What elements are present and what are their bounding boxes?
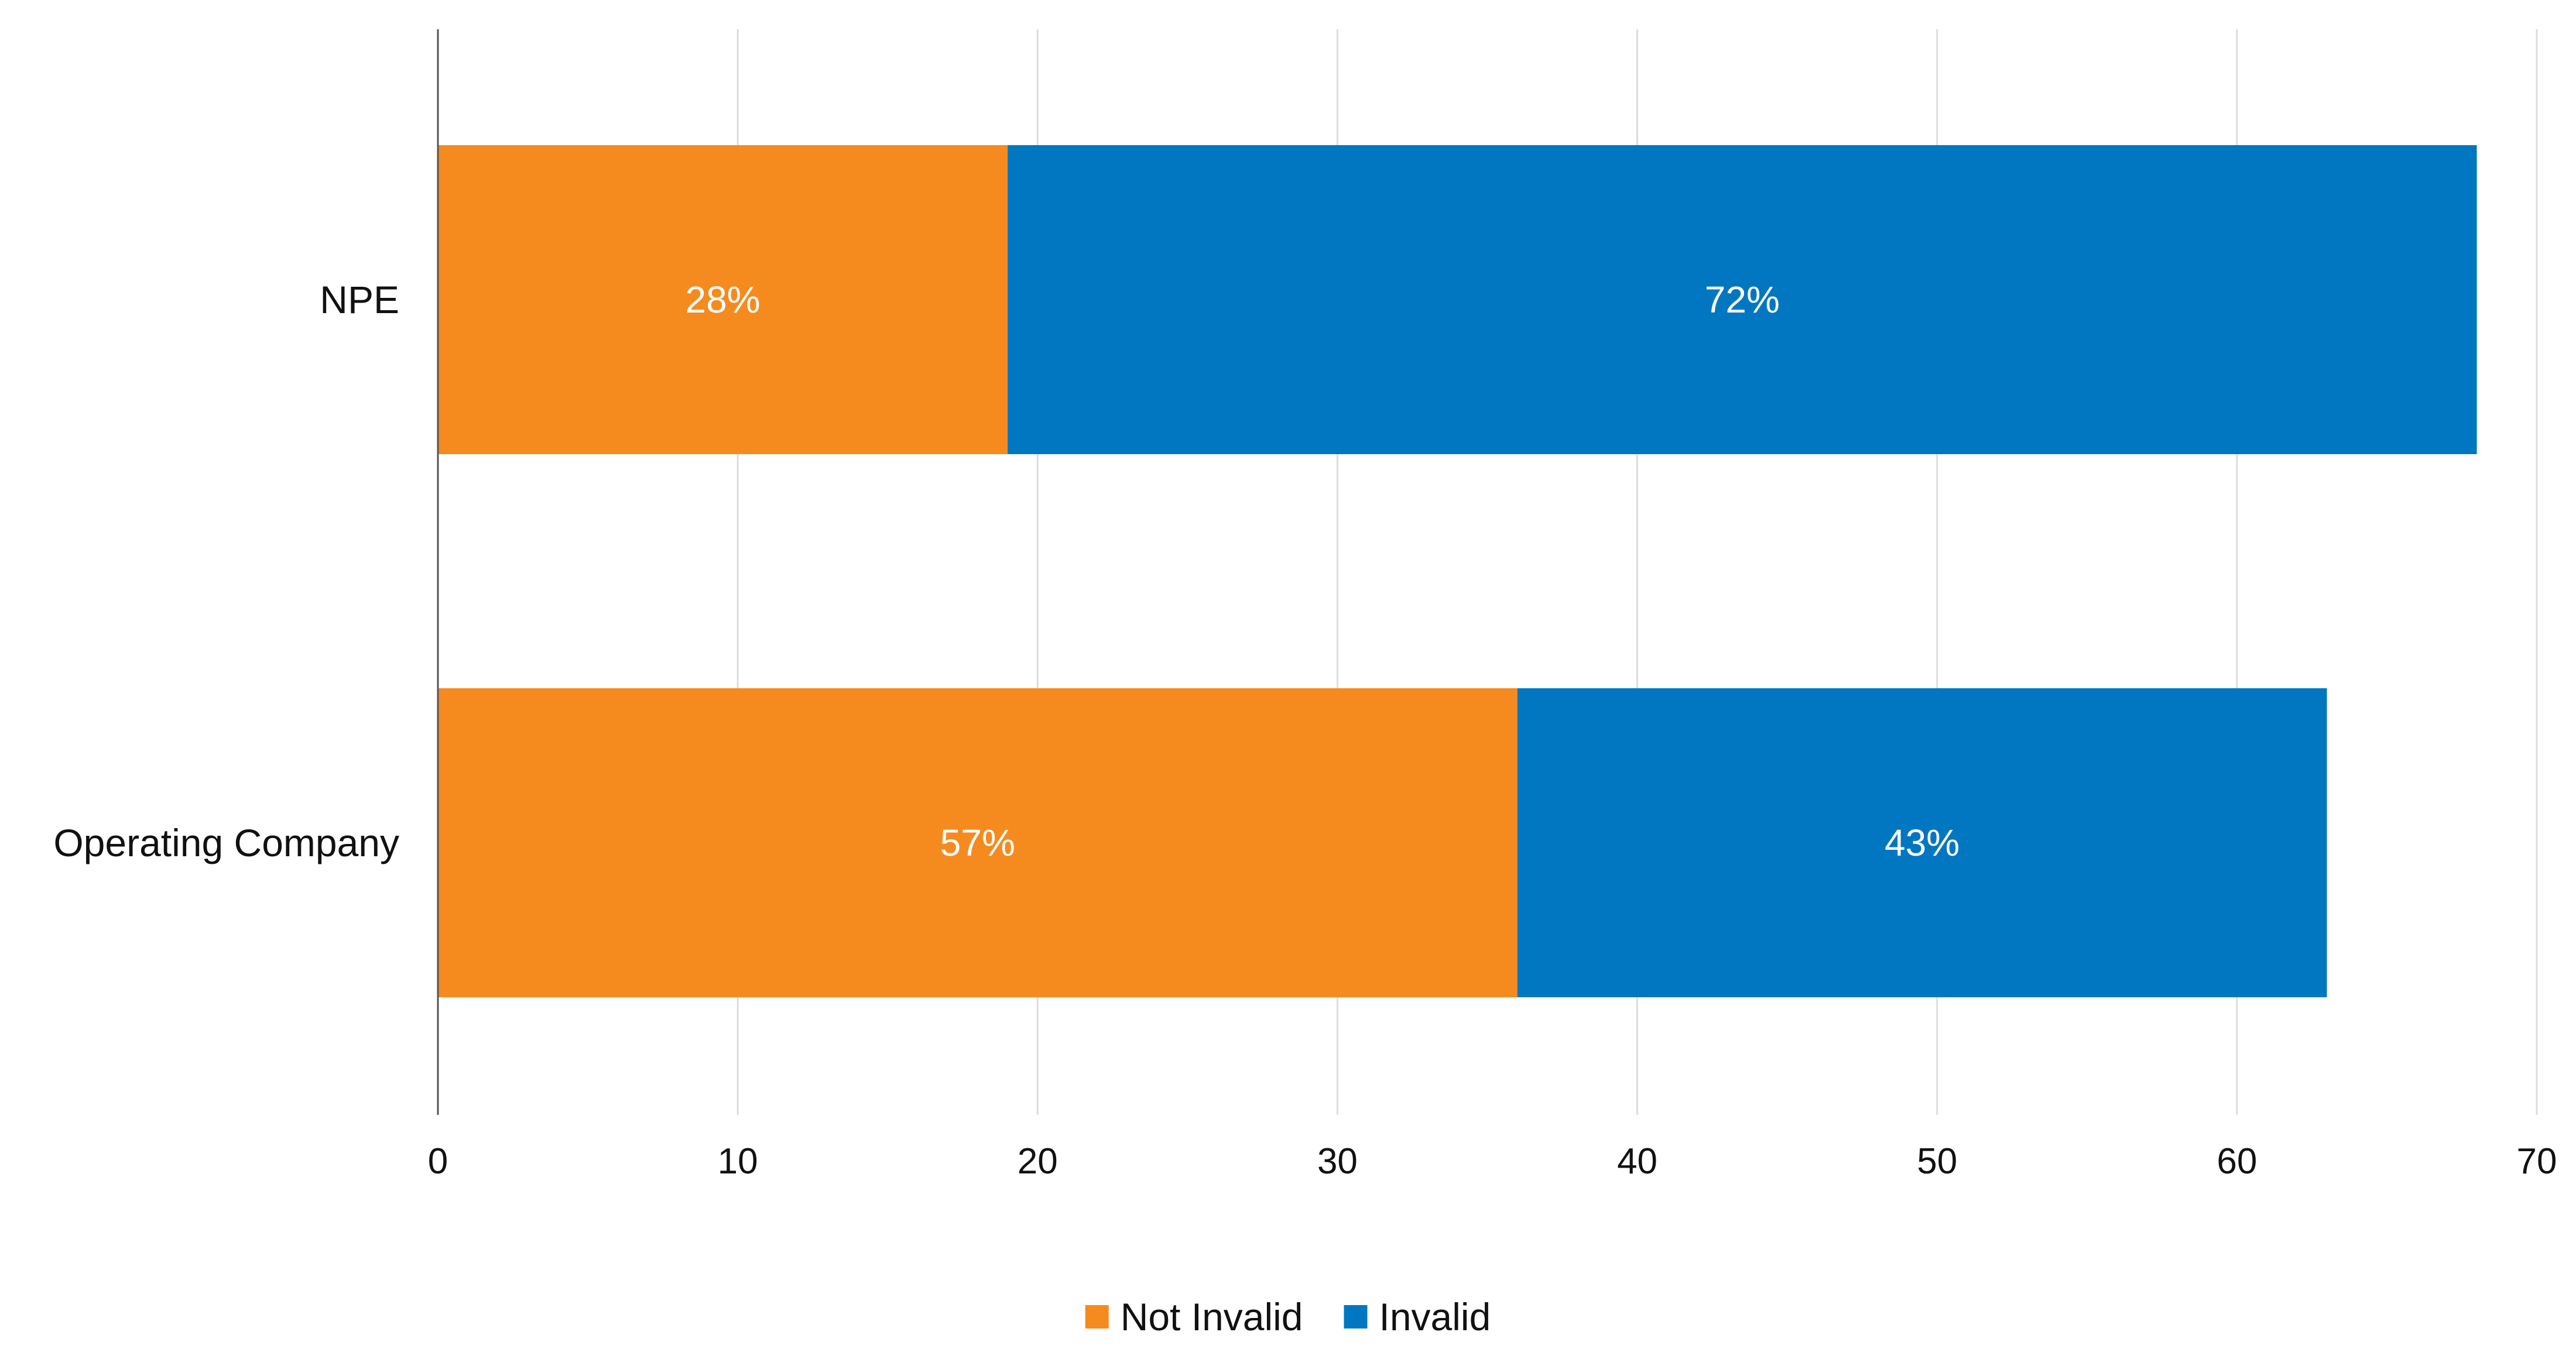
- x-tick-label-0: 0: [428, 1141, 448, 1182]
- x-tick-label-20: 20: [1018, 1141, 1058, 1182]
- x-tick-label-70: 70: [2517, 1141, 2557, 1182]
- category-labels: NPE Operating Company: [53, 278, 399, 864]
- bar-label-invalid-1: 43%: [1885, 822, 1960, 864]
- legend-label-0: Not Invalid: [1121, 1295, 1303, 1338]
- x-tick-label-50: 50: [1917, 1141, 1957, 1182]
- legend-item-invalid: Invalid: [1344, 1295, 1491, 1338]
- legend-item-not-invalid: Not Invalid: [1085, 1295, 1303, 1338]
- x-tick-label-10: 10: [718, 1141, 758, 1182]
- legend-swatch-0: [1085, 1305, 1109, 1329]
- x-tick-label-30: 30: [1317, 1141, 1358, 1182]
- x-tick-label-40: 40: [1617, 1141, 1657, 1182]
- bar-label-not-invalid-0: 28%: [685, 279, 760, 321]
- bar-label-invalid-0: 72%: [1705, 279, 1780, 321]
- x-axis-ticks: 0 10 20 30 40 50 60 70: [428, 1141, 2557, 1182]
- x-tick-label-60: 60: [2217, 1141, 2257, 1182]
- legend-label-1: Invalid: [1379, 1295, 1491, 1338]
- bar-label-not-invalid-1: 57%: [940, 822, 1015, 864]
- legend: Not Invalid Invalid: [1085, 1295, 1491, 1338]
- bars: [438, 145, 2477, 997]
- category-label-1: Operating Company: [53, 821, 399, 864]
- category-label-0: NPE: [320, 278, 399, 321]
- legend-swatch-1: [1344, 1305, 1368, 1329]
